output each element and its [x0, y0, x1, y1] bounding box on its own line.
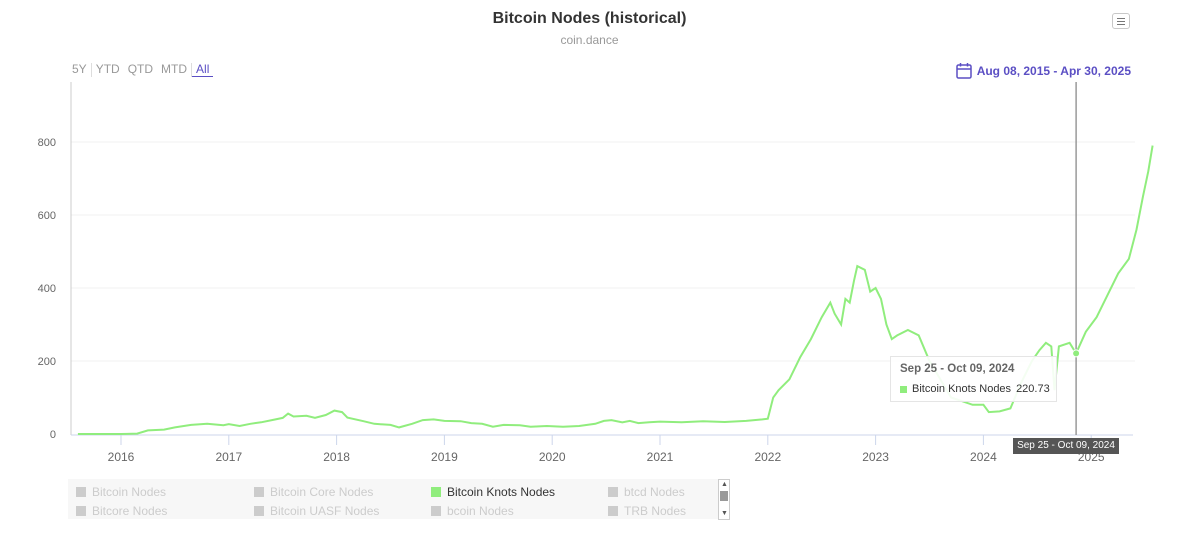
y-tick-label: 600 [38, 210, 56, 222]
x-axis-ticks: 2016 2017 2018 2019 2020 2021 2022 2023 2024 2025 [108, 435, 1105, 464]
legend-label: Bitcoin Nodes [92, 485, 167, 499]
series-swatch [900, 385, 907, 393]
x-tick-label: 2018 [323, 450, 350, 464]
range-5y-button[interactable]: 5Y [72, 62, 87, 76]
legend-swatch [608, 487, 618, 497]
range-ytd-button[interactable]: YTD [95, 62, 120, 76]
date-range-text: Aug 08, 2015 - Apr 30, 2025 [976, 63, 1131, 78]
legend-swatch [431, 487, 441, 497]
tooltip: Sep 25 - Oct 09, 2024 Bitcoin Knots Node… [890, 356, 1057, 402]
y-tick-label: 400 [38, 283, 56, 295]
legend-label: Bitcoin Knots Nodes [447, 485, 556, 499]
legend-item-bitcoin-knots-nodes[interactable]: Bitcoin Knots Nodes [431, 485, 555, 499]
tooltip-row: Bitcoin Knots Nodes 220.73 [900, 383, 1050, 395]
x-tick-label: 2021 [647, 450, 674, 464]
legend-label: TRB Nodes [624, 504, 687, 518]
legend-swatch [76, 487, 86, 497]
scroll-thumb[interactable] [720, 491, 728, 501]
chart-menu-button[interactable] [1112, 13, 1130, 29]
x-tick-label: 2019 [431, 450, 458, 464]
legend-item-bcoin-nodes[interactable]: bcoin Nodes [431, 504, 514, 518]
legend-swatch [254, 506, 264, 516]
hover-point [1072, 349, 1081, 358]
legend-item-bitcoin-nodes[interactable]: Bitcoin Nodes [76, 485, 166, 499]
x-tick-label: 2020 [539, 450, 566, 464]
legend-label: Bitcoin Core Nodes [270, 485, 374, 499]
legend: Bitcoin Nodes Bitcoin Core Nodes Bitcoin… [68, 479, 730, 519]
legend-label: Bitcore Nodes [92, 504, 168, 518]
range-selector: 5Y YTD QTD MTD All [68, 62, 214, 77]
range-qtd-button[interactable]: QTD [127, 62, 154, 76]
grid-lines [71, 141, 1135, 362]
y-tick-label: 0 [50, 429, 56, 441]
chart-title: Bitcoin Nodes (historical) [492, 10, 687, 27]
range-divider [191, 63, 193, 77]
scroll-up-arrow-icon[interactable]: ▲ [721, 481, 728, 488]
x-tick-label: 2017 [215, 450, 242, 464]
range-all-button[interactable]: All [192, 62, 214, 77]
calendar-icon [955, 63, 972, 79]
x-tick-label: 2022 [754, 450, 781, 464]
y-tick-label: 200 [38, 356, 56, 368]
legend-label: btcd Nodes [624, 485, 685, 499]
legend-swatch [608, 506, 618, 516]
x-tick-label: 2016 [108, 450, 135, 464]
legend-item-bitcoin-core-nodes[interactable]: Bitcoin Core Nodes [254, 485, 373, 499]
legend-item-bitcore-nodes[interactable]: Bitcore Nodes [76, 504, 167, 518]
y-axis-ticks: 0 200 400 600 800 [38, 137, 56, 441]
x-tick-label: 2024 [970, 450, 997, 464]
legend-swatch [431, 506, 441, 516]
tooltip-series-name: Bitcoin Knots Nodes [912, 383, 1012, 395]
legend-swatch [76, 506, 86, 516]
tooltip-title: Sep 25 - Oct 09, 2024 [900, 363, 1015, 375]
y-tick-label: 800 [38, 137, 56, 149]
range-divider [90, 63, 92, 77]
x-tick-label: 2023 [862, 450, 889, 464]
legend-item-btcd-nodes[interactable]: btcd Nodes [608, 485, 685, 499]
crosshair-label: Sep 25 - Oct 09, 2024 [1013, 438, 1119, 454]
legend-item-trb-nodes[interactable]: TRB Nodes [608, 504, 686, 518]
legend-label: bcoin Nodes [447, 504, 514, 518]
legend-item-bitcoin-uasf-nodes[interactable]: Bitcoin UASF Nodes [254, 504, 379, 518]
legend-scrollbar[interactable]: ▲ ▼ [718, 479, 730, 520]
tooltip-value: 220.73 [1016, 383, 1050, 395]
range-mtd-button[interactable]: MTD [161, 62, 188, 76]
legend-label: Bitcoin UASF Nodes [270, 504, 380, 518]
chart-subtitle: coin.dance [560, 33, 619, 47]
date-range-picker[interactable]: Aug 08, 2015 - Apr 30, 2025 [955, 62, 1131, 79]
scroll-down-arrow-icon[interactable]: ▼ [721, 510, 728, 517]
legend-swatch [254, 487, 264, 497]
